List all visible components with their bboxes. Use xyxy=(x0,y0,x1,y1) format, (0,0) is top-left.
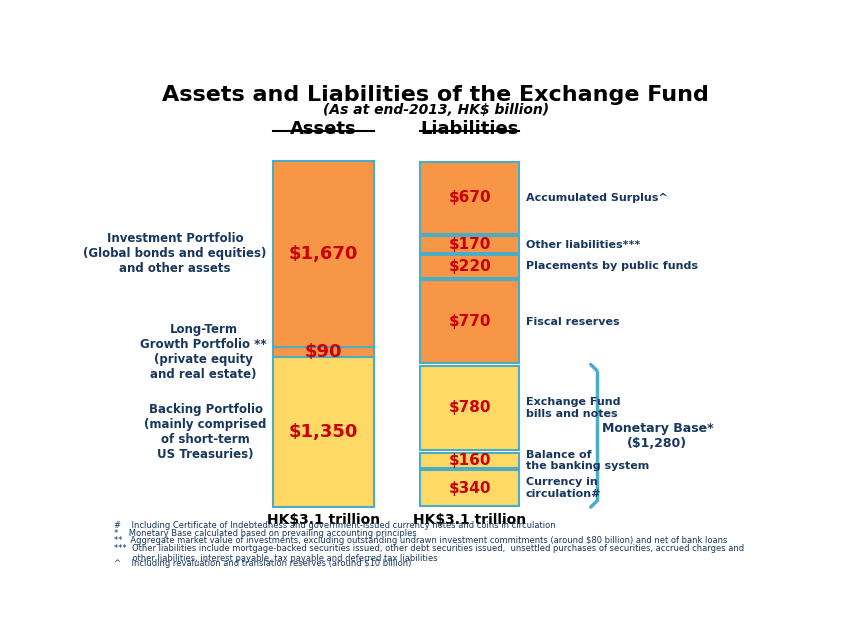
Text: ^    Including revaluation and translation reserves (around $10 billion): ^ Including revaluation and translation … xyxy=(114,560,412,569)
Text: Placements by public funds: Placements by public funds xyxy=(526,261,698,272)
Text: Currency in
circulation#: Currency in circulation# xyxy=(526,477,601,499)
FancyBboxPatch shape xyxy=(420,236,519,253)
Text: Accumulated Surplus^: Accumulated Surplus^ xyxy=(526,193,667,203)
FancyBboxPatch shape xyxy=(420,452,519,468)
Text: Assets and Liabilities of the Exchange Fund: Assets and Liabilities of the Exchange F… xyxy=(163,85,709,105)
Text: #    Including Certificate of Indebtedness and government-issued currency notes : # Including Certificate of Indebtedness … xyxy=(114,521,556,530)
Text: (As at end-2013, HK$ billion): (As at end-2013, HK$ billion) xyxy=(323,103,549,117)
Text: $90: $90 xyxy=(305,343,342,360)
Text: HK$3.1 trillion: HK$3.1 trillion xyxy=(414,513,527,527)
Text: $160: $160 xyxy=(448,453,491,468)
FancyBboxPatch shape xyxy=(273,347,374,357)
Text: $780: $780 xyxy=(448,401,491,415)
FancyBboxPatch shape xyxy=(273,160,374,347)
Text: *    Monetary Base calculated based on prevailing accounting principles: * Monetary Base calculated based on prev… xyxy=(114,528,417,537)
Text: Other liabilities***: Other liabilities*** xyxy=(526,240,640,250)
Text: $170: $170 xyxy=(448,237,491,252)
FancyBboxPatch shape xyxy=(420,256,519,277)
Text: $1,670: $1,670 xyxy=(288,245,358,263)
FancyBboxPatch shape xyxy=(420,280,519,364)
Text: $340: $340 xyxy=(448,481,491,496)
Text: $670: $670 xyxy=(448,190,491,205)
Text: Assets: Assets xyxy=(290,119,357,138)
Text: Backing Portfolio
(mainly comprised
of short-term
US Treasuries): Backing Portfolio (mainly comprised of s… xyxy=(145,403,267,461)
Text: ***  Other liabilities include mortgage-backed securities issued, other debt sec: *** Other liabilities include mortgage-b… xyxy=(114,544,745,564)
Text: Monetary Base*
($1,280): Monetary Base* ($1,280) xyxy=(602,422,713,450)
Text: $770: $770 xyxy=(448,314,491,329)
FancyBboxPatch shape xyxy=(420,470,519,506)
Text: Liabilities: Liabilities xyxy=(420,119,519,138)
Text: Fiscal reserves: Fiscal reserves xyxy=(526,316,620,327)
Text: **   Aggregate market value of investments, excluding outstanding undrawn invest: ** Aggregate market value of investments… xyxy=(114,536,728,545)
Text: HK$3.1 trillion: HK$3.1 trillion xyxy=(267,513,380,527)
FancyBboxPatch shape xyxy=(273,357,374,507)
Text: Long-Term
Growth Portfolio **
(private equity
and real estate): Long-Term Growth Portfolio ** (private e… xyxy=(140,323,267,381)
Text: Balance of
the banking system: Balance of the banking system xyxy=(526,449,649,471)
Text: Exchange Fund
bills and notes: Exchange Fund bills and notes xyxy=(526,397,620,419)
Text: $220: $220 xyxy=(448,259,491,274)
Text: $1,350: $1,350 xyxy=(288,423,358,441)
FancyBboxPatch shape xyxy=(420,162,519,234)
Text: Investment Portfolio
(Global bonds and equities)
and other assets: Investment Portfolio (Global bonds and e… xyxy=(83,232,267,275)
FancyBboxPatch shape xyxy=(420,366,519,450)
